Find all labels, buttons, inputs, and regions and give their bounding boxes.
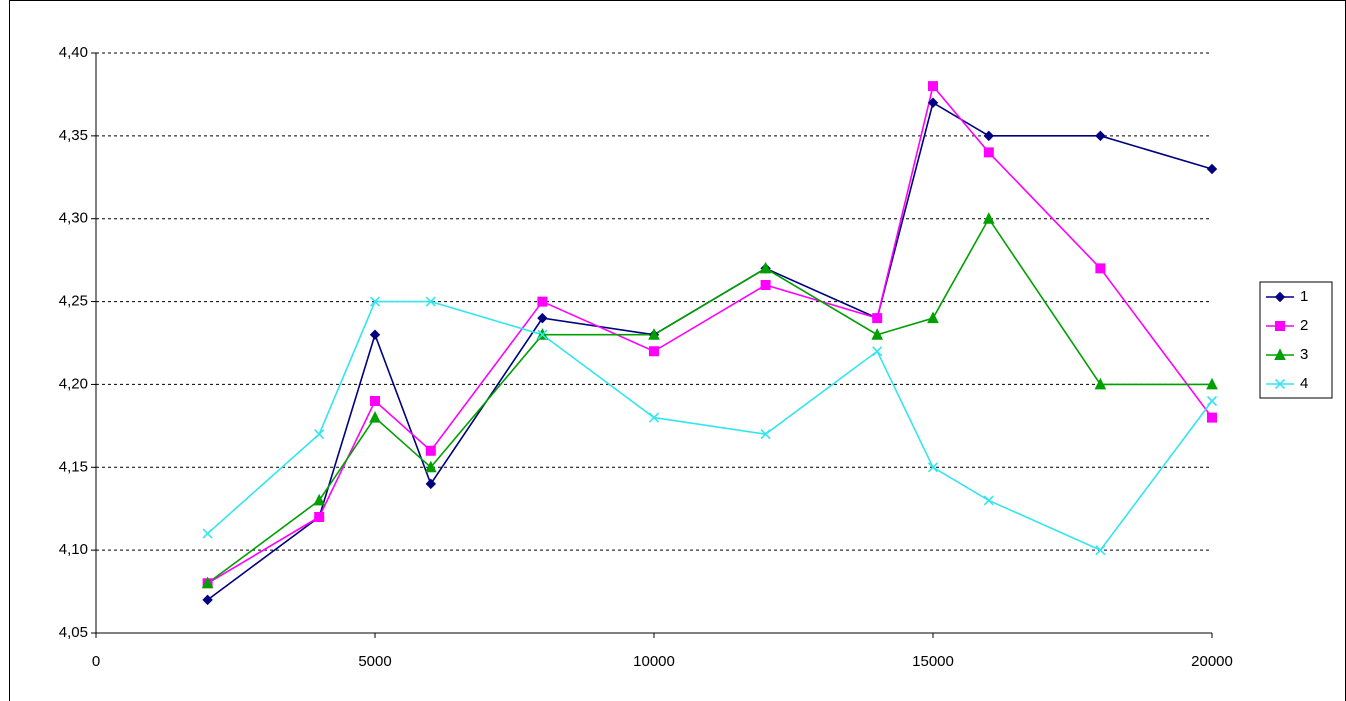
marker: [871, 328, 884, 340]
series-line: [207, 300, 1213, 552]
legend-marker: [1274, 378, 1286, 390]
legend-marker: [1274, 348, 1286, 360]
marker: [927, 97, 939, 108]
marker: [314, 512, 325, 522]
marker: [1206, 395, 1218, 407]
marker: [928, 81, 938, 92]
series-line: [207, 217, 1212, 584]
marker: [537, 312, 548, 324]
marker: [202, 594, 213, 606]
marker: [872, 313, 883, 324]
marker: [370, 396, 380, 406]
marker: [1206, 377, 1218, 390]
y-tick-label: 4,35: [59, 127, 88, 144]
legend-label: 2: [1300, 317, 1308, 334]
series-line: [207, 84, 1213, 584]
marker: [927, 462, 939, 473]
marker: [1095, 545, 1106, 556]
y-tick-label: 4,05: [59, 624, 88, 641]
marker: [369, 329, 381, 340]
marker: [314, 429, 325, 440]
legend-box: [1259, 281, 1333, 399]
marker: [648, 328, 660, 340]
legend-label: 1: [1300, 288, 1308, 305]
y-tick-label: 4,10: [59, 541, 88, 558]
marker: [202, 528, 213, 539]
marker: [425, 296, 436, 307]
y-tick-label: 4,25: [59, 293, 88, 310]
x-tick-label: 0: [92, 653, 100, 670]
marker: [1095, 130, 1106, 142]
marker: [760, 429, 771, 440]
marker: [760, 280, 771, 290]
x-tick-label: 15000: [912, 653, 954, 670]
marker: [369, 296, 381, 307]
marker: [424, 460, 437, 473]
marker: [537, 329, 548, 340]
marker: [201, 576, 214, 589]
marker: [1095, 263, 1106, 274]
marker: [1207, 412, 1217, 423]
marker: [872, 346, 883, 357]
marker: [425, 478, 437, 490]
x-tick-label: 5000: [358, 653, 391, 670]
x-tick-label: 20000: [1191, 653, 1233, 670]
marker: [1206, 163, 1218, 175]
marker: [759, 261, 772, 274]
marker: [648, 412, 660, 423]
marker: [1094, 377, 1107, 390]
legend-label: 4: [1300, 375, 1308, 392]
marker: [983, 495, 994, 506]
legend: 1 2 3 4: [1259, 281, 1333, 399]
chart-frame: [9, 0, 1346, 701]
x-tick-label: 10000: [633, 653, 675, 670]
marker: [982, 212, 995, 224]
series-line: [207, 101, 1213, 601]
legend-label: 3: [1300, 346, 1308, 363]
marker: [313, 493, 326, 506]
marker: [425, 445, 436, 456]
y-tick-label: 4,30: [59, 210, 88, 227]
y-tick-label: 4,15: [59, 458, 88, 475]
marker: [927, 311, 939, 324]
marker: [649, 346, 659, 357]
y-tick-label: 4,20: [59, 375, 88, 392]
marker: [983, 147, 994, 158]
legend-marker: [1275, 321, 1285, 331]
legend-marker: [1274, 291, 1286, 303]
marker: [537, 296, 548, 307]
marker: [983, 130, 995, 142]
marker: [369, 410, 381, 423]
y-tick-label: 4,40: [59, 44, 88, 61]
